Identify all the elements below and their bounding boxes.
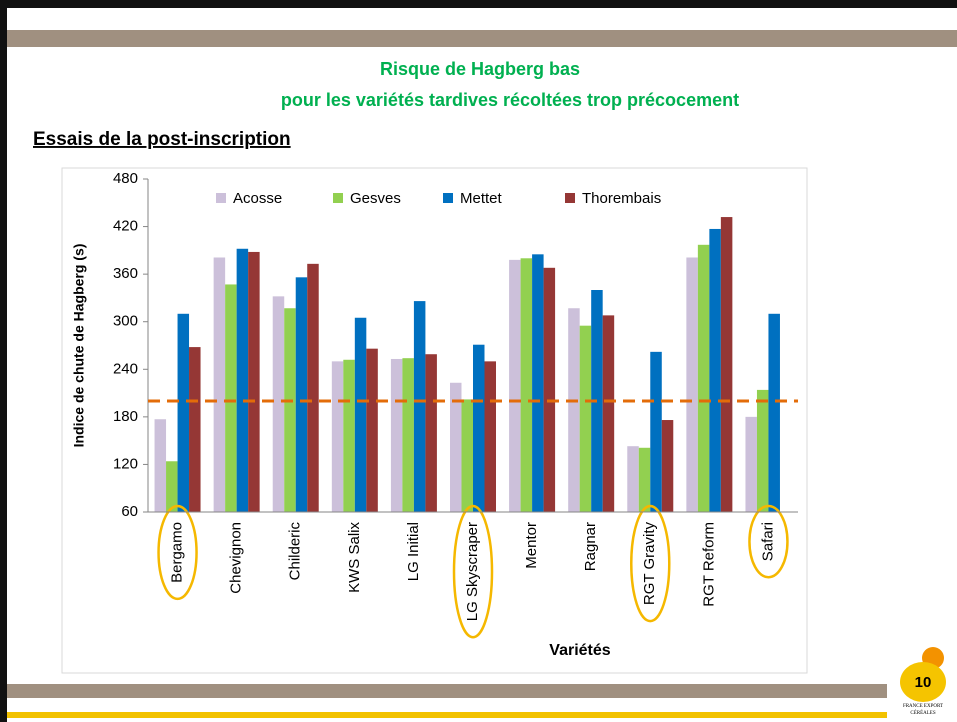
highlight-circle (748, 504, 789, 579)
y-tick-label: 240 (113, 360, 138, 377)
left-border (0, 0, 7, 722)
legend-label: Thorembais (582, 190, 661, 207)
highlight-circle (630, 504, 671, 623)
highlight-circle (452, 504, 494, 639)
x-tick-label: Childeric (287, 522, 304, 581)
y-tick-label: 420 (113, 218, 138, 235)
bar (650, 351, 662, 512)
bar (627, 446, 639, 512)
top-border (0, 0, 957, 8)
bar (177, 313, 190, 512)
bar (543, 267, 556, 512)
bar (225, 284, 237, 512)
x-tick-label: KWS Salix (346, 522, 363, 593)
bar (756, 389, 769, 512)
highlight-circle (157, 504, 198, 601)
bar (331, 361, 344, 512)
bar (154, 419, 167, 512)
bar (366, 348, 378, 512)
legend-swatch (443, 193, 453, 203)
x-tick-label: LG Initial (405, 522, 422, 581)
bar (697, 244, 710, 513)
bar (166, 461, 178, 512)
bar (295, 277, 308, 512)
legend-swatch (333, 193, 343, 203)
y-tick-label: 300 (113, 313, 138, 330)
page-number: 10 (915, 674, 932, 691)
section-heading: Essais de la post-inscription (33, 129, 291, 150)
x-axis-label: Variétés (549, 642, 610, 659)
bar (720, 217, 733, 513)
bar (343, 359, 355, 512)
y-tick-label: 120 (113, 455, 138, 472)
bar (579, 325, 592, 512)
title: Risque de Hagberg bas (380, 59, 580, 79)
subtitle: pour les variétés tardives récoltées tro… (281, 90, 739, 110)
top-band (7, 30, 957, 47)
bar (484, 361, 496, 512)
bottom-band (7, 684, 887, 698)
bar (390, 358, 403, 512)
x-tick-label: Safari (759, 522, 776, 561)
bar (568, 308, 580, 512)
bar (354, 317, 367, 512)
bar (532, 254, 544, 513)
x-tick-label: Chevignon (228, 522, 245, 594)
legend-swatch (565, 193, 575, 203)
bar (709, 228, 721, 512)
bar (272, 296, 285, 512)
legend-swatch (216, 193, 226, 203)
bar (509, 259, 521, 512)
legend-label: Gesves (350, 190, 401, 207)
bar (284, 308, 296, 512)
x-tick-label: Mentor (523, 522, 540, 569)
x-tick-label: LG Skyscraper (464, 522, 481, 621)
bar (450, 382, 462, 512)
bar (602, 315, 615, 512)
y-tick-label: 480 (113, 170, 138, 187)
chart-frame (61, 167, 808, 674)
bottom-line (7, 712, 887, 718)
bar (745, 416, 757, 512)
bar (638, 447, 651, 512)
bar (189, 347, 201, 512)
bar (473, 344, 485, 512)
legend-label: Mettet (460, 190, 503, 207)
bar (425, 354, 437, 512)
y-axis-label: Indice de chute de Hagberg (s) (71, 244, 87, 448)
bar (236, 248, 249, 512)
legend-label: Acosse (233, 190, 282, 207)
bar (413, 301, 426, 512)
bar (248, 251, 260, 512)
logo-text: FRANCE EXPORT (903, 704, 943, 709)
logo-text: CÉRÉALES (910, 710, 935, 716)
bar (686, 257, 698, 512)
bar (402, 358, 414, 512)
bar (768, 313, 780, 512)
x-tick-label: RGT Reform (700, 522, 717, 607)
y-tick-label: 180 (113, 408, 138, 425)
bar (520, 258, 533, 512)
logo: 10 FRANCE EXPORT CÉRÉALES (900, 647, 946, 716)
y-tick-label: 360 (113, 265, 138, 282)
bar (661, 420, 674, 512)
y-tick-label: 60 (121, 503, 138, 520)
x-tick-label: Bergamo (169, 522, 186, 583)
x-tick-label: RGT Gravity (641, 522, 658, 606)
bar (461, 399, 473, 512)
bar (307, 263, 319, 512)
bar (213, 257, 226, 512)
logo-shape (900, 662, 946, 702)
x-tick-label: Ragnar (582, 522, 599, 571)
